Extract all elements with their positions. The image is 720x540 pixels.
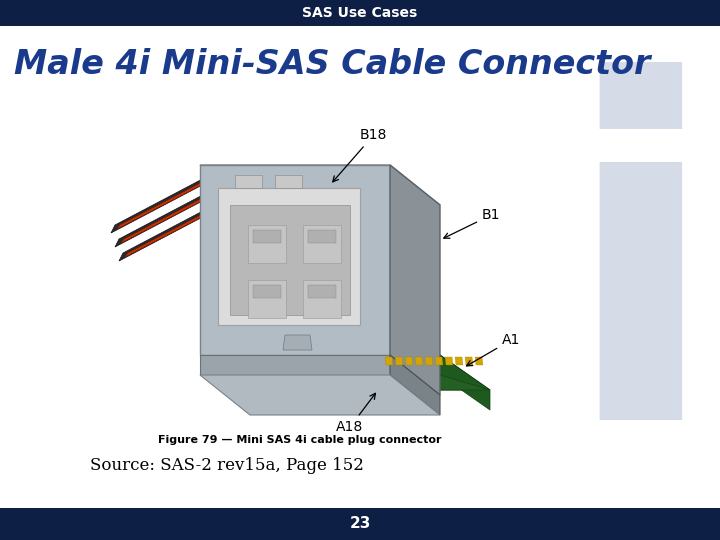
Polygon shape xyxy=(200,165,440,205)
Text: 23: 23 xyxy=(349,516,371,531)
Bar xyxy=(0,508,720,540)
Polygon shape xyxy=(121,191,216,243)
Polygon shape xyxy=(445,357,453,365)
Polygon shape xyxy=(475,357,483,365)
Polygon shape xyxy=(395,357,403,365)
Polygon shape xyxy=(465,357,473,365)
Polygon shape xyxy=(115,189,214,247)
Polygon shape xyxy=(425,357,433,365)
Text: Source: SAS-2 rev15a, Page 152: Source: SAS-2 rev15a, Page 152 xyxy=(90,457,364,475)
Text: SAS Use Cases: SAS Use Cases xyxy=(302,6,418,20)
Polygon shape xyxy=(125,205,220,257)
Polygon shape xyxy=(253,230,281,243)
Bar xyxy=(0,0,720,26)
Polygon shape xyxy=(390,355,440,415)
Polygon shape xyxy=(455,357,463,365)
Polygon shape xyxy=(308,230,336,243)
Polygon shape xyxy=(390,165,440,395)
Polygon shape xyxy=(111,175,210,233)
Polygon shape xyxy=(248,225,286,263)
Polygon shape xyxy=(230,205,350,315)
Polygon shape xyxy=(330,375,490,390)
Polygon shape xyxy=(275,175,302,188)
Polygon shape xyxy=(119,203,218,261)
Polygon shape xyxy=(435,357,443,365)
Text: Figure 79 — Mini SAS 4i cable plug connector: Figure 79 — Mini SAS 4i cable plug conne… xyxy=(158,435,442,445)
Polygon shape xyxy=(385,357,393,365)
Polygon shape xyxy=(218,188,360,325)
Polygon shape xyxy=(308,285,336,298)
Polygon shape xyxy=(440,355,490,410)
Text: A18: A18 xyxy=(336,393,376,434)
Text: i: i xyxy=(559,62,720,518)
Text: B18: B18 xyxy=(333,128,387,182)
Polygon shape xyxy=(330,355,490,390)
Polygon shape xyxy=(415,357,423,365)
Polygon shape xyxy=(248,280,286,318)
Polygon shape xyxy=(330,355,440,375)
Text: iol: iol xyxy=(33,519,48,529)
Polygon shape xyxy=(117,177,212,229)
Text: *: * xyxy=(29,513,33,523)
Polygon shape xyxy=(200,355,390,375)
Polygon shape xyxy=(405,357,413,365)
Text: Male 4i Mini-SAS Cable Connector: Male 4i Mini-SAS Cable Connector xyxy=(14,48,650,80)
Polygon shape xyxy=(283,335,312,350)
Polygon shape xyxy=(200,375,440,415)
Text: A1: A1 xyxy=(467,333,521,366)
Text: B1: B1 xyxy=(444,208,500,238)
Polygon shape xyxy=(200,165,390,355)
Polygon shape xyxy=(303,225,341,263)
Polygon shape xyxy=(253,285,281,298)
Polygon shape xyxy=(235,175,262,188)
Polygon shape xyxy=(303,280,341,318)
